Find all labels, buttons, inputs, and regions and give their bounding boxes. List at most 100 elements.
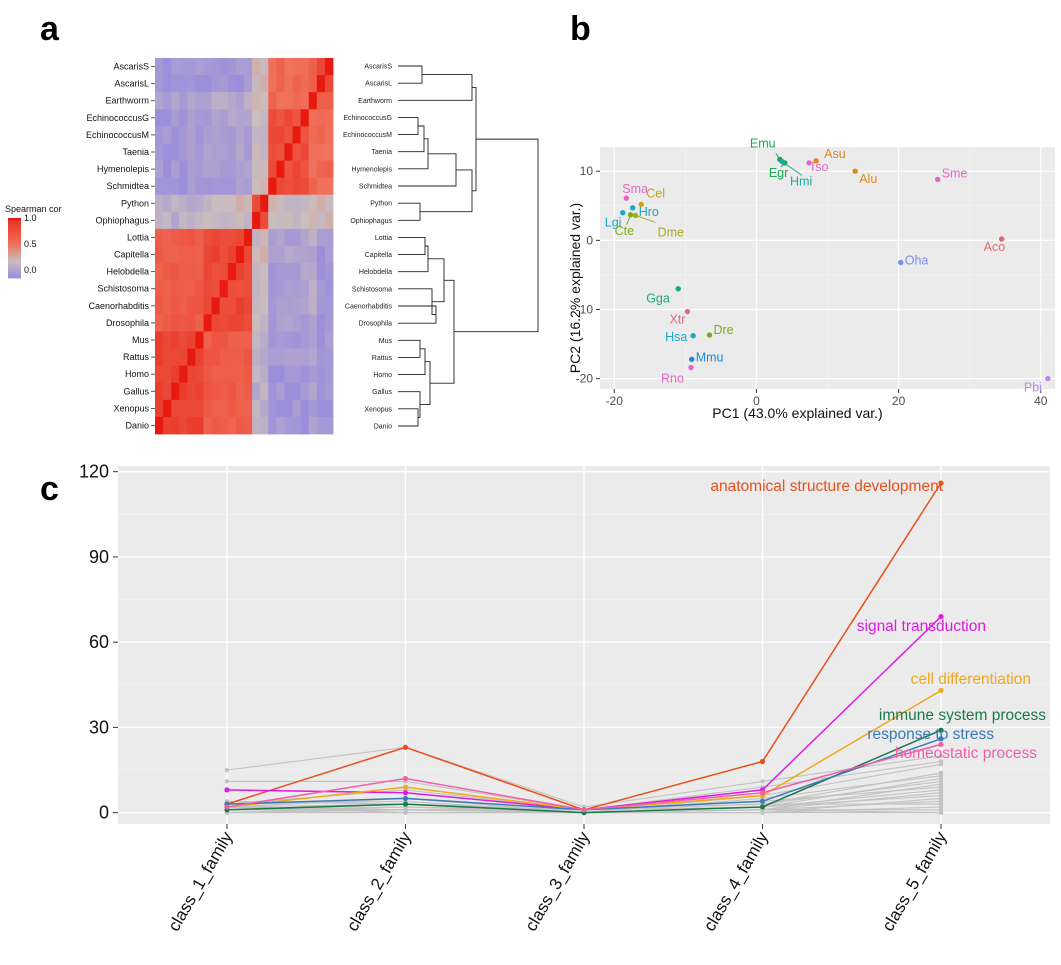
heatmap-cell xyxy=(187,143,196,161)
heatmap-row-label: Gallus xyxy=(123,386,149,396)
heatmap-cell xyxy=(260,75,269,93)
heatmap-cell xyxy=(276,58,285,76)
heatmap-cell xyxy=(284,228,293,247)
heatmap-cell xyxy=(179,365,188,384)
legend-color-step xyxy=(8,250,21,253)
heatmap-cell xyxy=(187,58,196,76)
heatmap-cell xyxy=(163,314,172,332)
heatmap-cell xyxy=(324,143,334,161)
heatmap-cell xyxy=(211,382,221,401)
heatmap-cell xyxy=(268,75,277,93)
heatmap-cell xyxy=(252,314,261,332)
heatmap-cell xyxy=(284,92,293,110)
series-point xyxy=(759,798,766,804)
heatmap-cell xyxy=(211,365,221,384)
heatmap-cell xyxy=(203,314,213,332)
heatmap-cell xyxy=(187,160,196,179)
heatmap-cell xyxy=(219,160,229,179)
legend-color-step xyxy=(8,240,21,243)
heatmap-cell xyxy=(179,263,188,281)
dendrogram-branch xyxy=(398,339,421,358)
heatmap-cell xyxy=(284,382,293,401)
heatmap-cell xyxy=(300,280,310,298)
heatmap-cell xyxy=(252,211,261,230)
pca-y-tick-label: -10 xyxy=(576,302,594,316)
heatmap-cell xyxy=(235,211,245,230)
dendrogram-leaf-label: Schmidtea xyxy=(359,184,392,191)
heatmap-cell xyxy=(163,365,172,384)
heatmap-cell xyxy=(276,109,285,127)
heatmap-cell xyxy=(260,399,269,418)
heatmap-row-label: Capitella xyxy=(114,250,149,260)
pca-point xyxy=(623,195,630,201)
heatmap-cell xyxy=(268,211,277,230)
heatmap-cell xyxy=(284,297,293,315)
heatmap-cell xyxy=(324,109,334,127)
heatmap-cell xyxy=(316,177,326,196)
heatmap-cell xyxy=(244,280,253,298)
heatmap-cell xyxy=(235,314,245,332)
heatmap-cell xyxy=(316,314,326,332)
heatmap-cell xyxy=(300,297,310,315)
heatmap-cell xyxy=(203,399,213,418)
heatmap-cell xyxy=(308,126,318,144)
heatmap-cell xyxy=(171,382,180,401)
pca-point-label: Dme xyxy=(658,225,684,239)
heatmap-cell xyxy=(227,75,237,93)
heatmap-cell xyxy=(268,194,277,213)
heatmap-cell xyxy=(235,331,245,349)
dendrogram-branch xyxy=(398,65,423,84)
series-point xyxy=(402,744,409,750)
heatmap-cell xyxy=(171,416,180,435)
series-point xyxy=(224,787,230,793)
pca-y-tick-label: -20 xyxy=(576,372,594,386)
heatmap-cell xyxy=(276,92,285,110)
heatmap-cell xyxy=(284,246,293,264)
heatmap-cell xyxy=(252,331,261,349)
line-y-tick-label: 60 xyxy=(89,632,109,652)
heatmap-cell xyxy=(300,75,310,93)
dendrogram-leaf-label: Python xyxy=(370,201,392,208)
pca-y-tick-label: 0 xyxy=(586,233,593,247)
dendrogram-branch xyxy=(398,116,419,136)
heatmap-cell xyxy=(171,177,180,196)
heatmap-cell xyxy=(219,280,229,298)
heatmap-cell xyxy=(187,365,196,384)
heatmap-cell xyxy=(211,160,221,179)
heatmap-cell xyxy=(171,58,180,76)
heatmap-cell xyxy=(284,126,293,144)
heatmap-cell xyxy=(292,160,302,179)
heatmap-cell xyxy=(211,194,221,213)
heatmap-cell xyxy=(211,263,221,281)
heatmap-cell xyxy=(163,297,172,315)
heatmap-cell xyxy=(155,382,164,401)
dendrogram-leaf-label: Lottia xyxy=(375,235,392,242)
heatmap-cell xyxy=(276,263,285,281)
heatmap-cell xyxy=(268,92,277,110)
panel-b-pca-scatter: -20 0 20 40 -20 -10 0 10 PC1 (43.0% explained va… xyxy=(567,136,1055,421)
heatmap-cell xyxy=(244,160,253,179)
heatmap-cell xyxy=(219,348,229,367)
heatmap-row-label: Danio xyxy=(125,420,149,430)
heatmap-cell xyxy=(260,92,269,110)
legend-tick-label: 1.0 xyxy=(24,213,37,223)
heatmap-cell xyxy=(203,126,213,144)
heatmap-cell xyxy=(268,228,277,247)
heatmap-cell xyxy=(316,348,326,367)
heatmap-cell xyxy=(219,365,229,384)
heatmap-cell xyxy=(187,399,196,418)
background-series-point xyxy=(938,810,944,815)
heatmap-cell xyxy=(276,331,285,349)
heatmap-cell xyxy=(276,177,285,196)
heatmap-cell xyxy=(324,314,334,332)
heatmap-row-label: Helobdella xyxy=(106,267,149,277)
heatmap-cell xyxy=(308,246,318,264)
heatmap-cell xyxy=(316,365,326,384)
heatmap-cell xyxy=(252,416,261,435)
heatmap-cell xyxy=(268,365,277,384)
heatmap-cell xyxy=(244,416,253,435)
heatmap-cell xyxy=(187,297,196,315)
heatmap-cell xyxy=(284,365,293,384)
legend-color-step xyxy=(8,236,21,239)
legend-color-step xyxy=(8,274,21,277)
